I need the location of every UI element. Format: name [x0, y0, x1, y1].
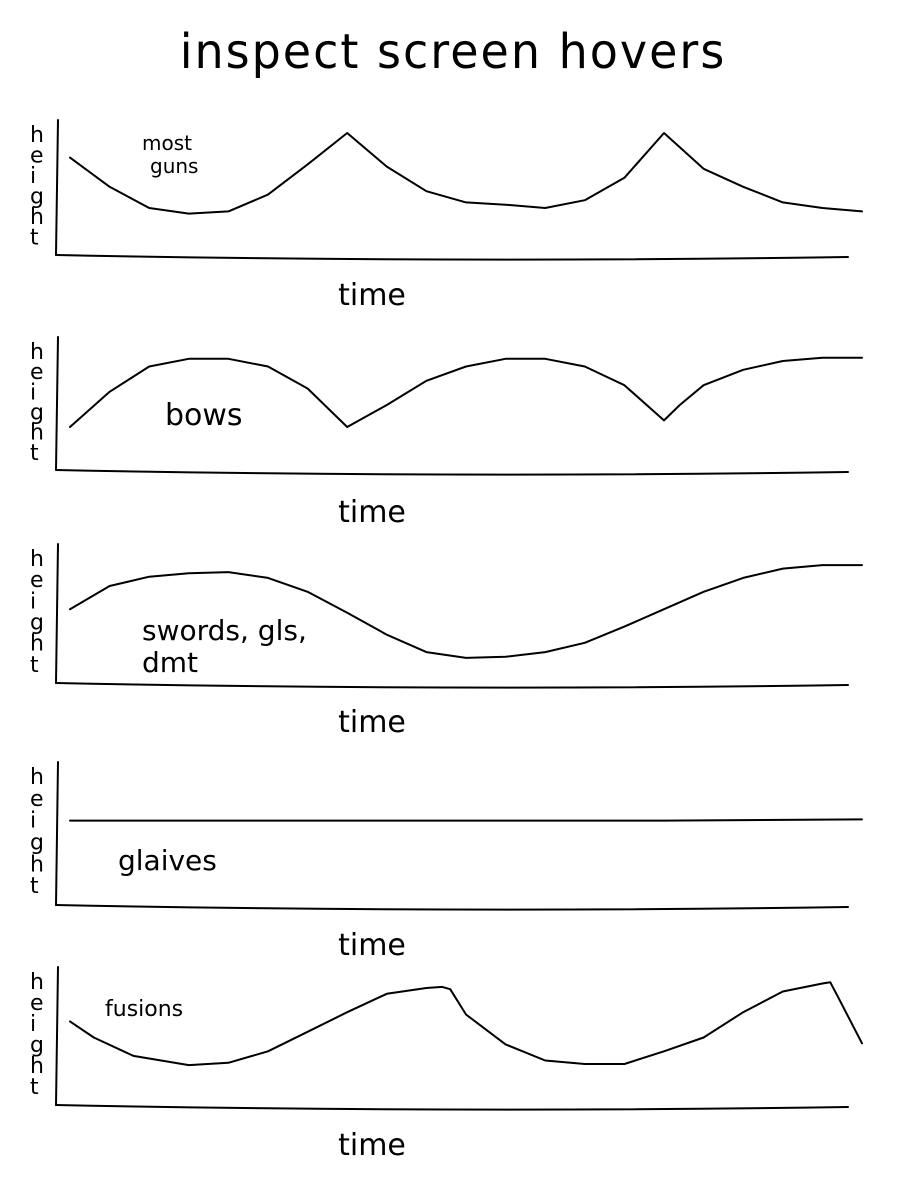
- y-axis: [55, 966, 59, 1106]
- series-line: [69, 356, 863, 428]
- x-axis: [55, 1104, 849, 1111]
- x-axis-label: time: [338, 705, 406, 740]
- x-axis-label: time: [338, 1128, 406, 1163]
- series-annotation: glaives: [118, 844, 217, 877]
- y-axis: [55, 119, 59, 256]
- x-axis-label: time: [338, 278, 406, 313]
- x-axis: [55, 254, 849, 261]
- y-axis: [55, 761, 59, 906]
- series-annotation: bows: [165, 398, 243, 433]
- y-axis: [55, 543, 59, 684]
- chart-panel-swords: h e i g h t time swords, gls, dmt: [30, 543, 863, 740]
- x-axis: [55, 469, 849, 476]
- x-axis: [55, 682, 849, 689]
- series-line: [69, 132, 863, 215]
- x-axis-label: time: [338, 495, 406, 530]
- x-axis-label: time: [338, 928, 406, 963]
- series-line: [69, 981, 863, 1067]
- page-title: inspect screen hovers: [179, 22, 727, 80]
- chart-panel-most-guns: h e i g h t time most guns: [30, 119, 863, 313]
- x-axis: [55, 904, 849, 911]
- chart-panel-fusions: h e i g h t time fusions: [30, 966, 863, 1163]
- chart-panel-glaives: h e i g h t time glaives: [30, 761, 863, 963]
- chart-panel-bows: h e i g h t time bows: [30, 336, 863, 530]
- series-line: [69, 564, 863, 659]
- series-annotation: fusions: [105, 997, 183, 1022]
- series-line: [69, 818, 863, 822]
- series-annotation: most guns: [142, 131, 198, 178]
- y-axis: [55, 336, 59, 471]
- series-annotation: swords, gls, dmt: [142, 614, 307, 679]
